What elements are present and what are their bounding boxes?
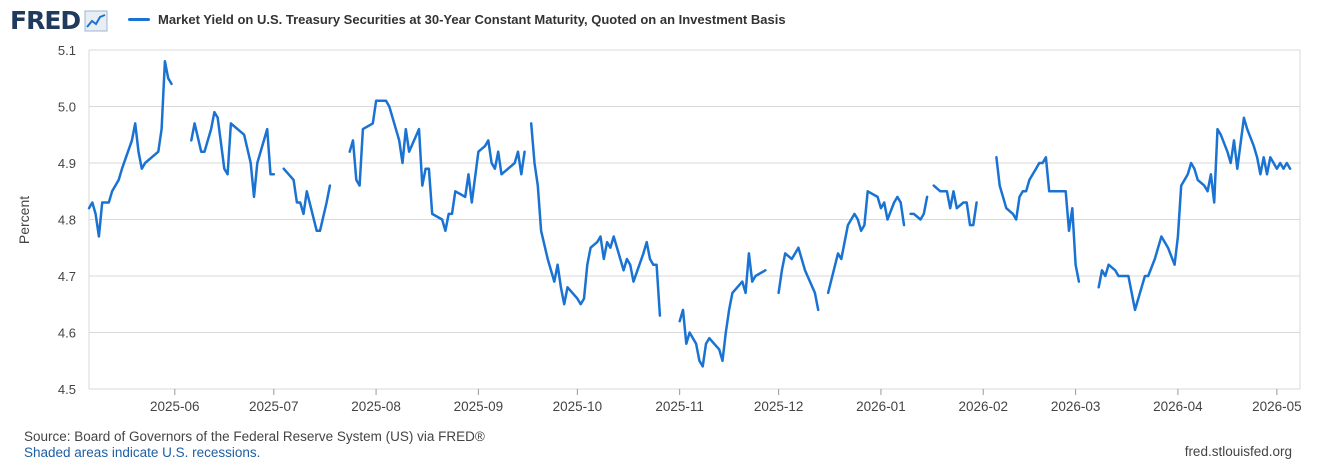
y-tick-label: 4.8 (58, 213, 76, 228)
series-line-segment[interactable] (348, 99, 526, 233)
fred-logo[interactable]: FRED (10, 6, 108, 35)
site-link[interactable]: fred.stlouisfed.org (1184, 444, 1292, 459)
series-line-segment[interactable] (190, 110, 276, 199)
y-axis-label: Percent (16, 196, 32, 244)
x-tick-label: 2025-06 (150, 399, 200, 414)
x-tick-label: 2025-12 (754, 399, 804, 414)
series-line-segment[interactable] (529, 122, 662, 317)
recession-note: Shaded areas indicate U.S. recessions. (24, 445, 261, 460)
logo-text: FRED (10, 6, 81, 35)
x-tick-label: 2025-11 (655, 399, 704, 414)
y-tick-label: 5.0 (58, 100, 76, 115)
legend-swatch (128, 18, 150, 21)
series-line-segment[interactable] (282, 167, 332, 233)
x-tick-label: 2025-09 (454, 399, 504, 414)
source-text: Source: Board of Governors of the Federa… (24, 429, 485, 444)
y-tick-label: 4.9 (58, 156, 76, 171)
series-line-segment[interactable] (995, 156, 1081, 283)
x-tick-label: 2026-03 (1051, 399, 1101, 414)
x-tick-label: 2026-01 (856, 399, 906, 414)
y-tick-label: 5.1 (58, 43, 76, 58)
series-line-segment[interactable] (932, 184, 978, 227)
chart-header: FRED Market Yield on U.S. Treasury Secur… (0, 0, 1320, 40)
series-line-segment[interactable] (1097, 116, 1292, 312)
axes: 4.5 4.6 4.7 4.8 4.9 5.0 5.1 2025-06 2025-07 2025-… (58, 43, 1302, 414)
footer-source-block: Source: Board of Governors of the Federa… (24, 429, 485, 461)
series-layer (87, 60, 1292, 368)
legend-label: Market Yield on U.S. Treasury Securities… (158, 12, 786, 27)
legend: Market Yield on U.S. Treasury Securities… (128, 12, 786, 27)
series-line-segment[interactable] (777, 246, 820, 312)
line-chart-icon (84, 10, 108, 31)
y-tick-label: 4.5 (58, 382, 76, 397)
x-tick-label: 2025-07 (249, 399, 299, 414)
y-tick-label: 4.6 (58, 326, 76, 341)
x-tick-label: 2026-05 (1252, 399, 1302, 414)
series-line-segment[interactable] (678, 252, 767, 368)
x-tick-label: 2026-04 (1153, 399, 1203, 414)
line-chart[interactable]: 4.5 4.6 4.7 4.8 4.9 5.0 5.1 2025-06 2025-07 2025-… (0, 0, 1320, 425)
gridlines (88, 49, 1301, 390)
y-tick-label: 4.7 (58, 269, 76, 284)
series-line-segment[interactable] (826, 190, 906, 295)
series-line-segment[interactable] (909, 195, 929, 221)
series-line-segment[interactable] (87, 60, 173, 238)
x-tick-label: 2025-10 (553, 399, 603, 414)
x-tick-label: 2026-02 (958, 399, 1008, 414)
x-tick-label: 2025-08 (351, 399, 401, 414)
